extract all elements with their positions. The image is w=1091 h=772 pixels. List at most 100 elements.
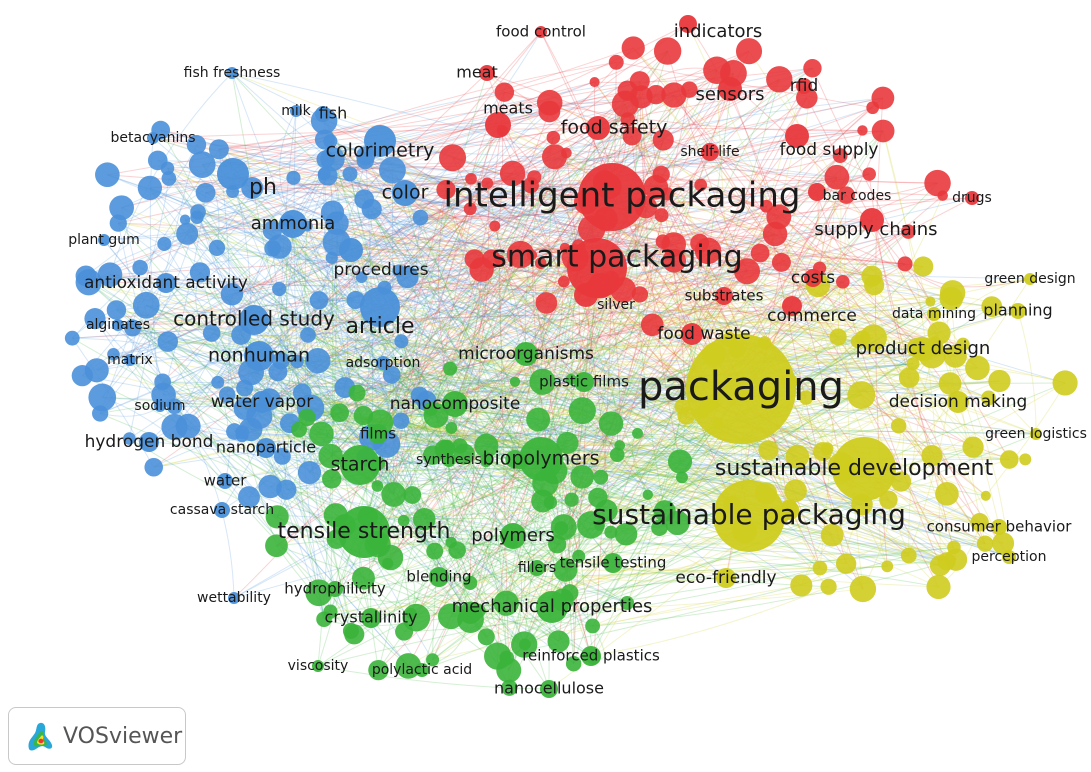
term-label[interactable]: food control bbox=[496, 23, 586, 41]
term-node-adsorption[interactable] bbox=[376, 356, 390, 370]
term-node[interactable] bbox=[465, 172, 477, 185]
term-node[interactable] bbox=[342, 166, 358, 182]
term-node[interactable] bbox=[436, 179, 456, 200]
term-node[interactable] bbox=[175, 413, 201, 439]
term-node[interactable] bbox=[166, 398, 183, 415]
term-node[interactable] bbox=[394, 334, 409, 349]
term-node[interactable] bbox=[480, 456, 492, 468]
term-node[interactable] bbox=[981, 390, 997, 406]
term-node[interactable] bbox=[195, 182, 216, 203]
term-label[interactable]: eco-friendly bbox=[675, 568, 776, 588]
term-node-supply-chains[interactable] bbox=[860, 208, 884, 232]
term-node[interactable] bbox=[300, 327, 316, 343]
term-node[interactable] bbox=[614, 522, 638, 546]
term-node[interactable] bbox=[1019, 453, 1032, 466]
term-node-polymers[interactable] bbox=[500, 523, 526, 549]
term-label[interactable]: cassava starch bbox=[170, 502, 274, 518]
term-node[interactable] bbox=[448, 541, 466, 559]
term-node[interactable] bbox=[320, 200, 345, 224]
term-node[interactable] bbox=[92, 405, 109, 422]
term-node[interactable] bbox=[906, 357, 920, 371]
term-node[interactable] bbox=[608, 54, 624, 70]
term-label[interactable]: nanocomposite bbox=[390, 394, 521, 414]
term-node[interactable] bbox=[317, 165, 338, 186]
term-label[interactable]: polymers bbox=[471, 525, 554, 546]
term-node[interactable] bbox=[992, 532, 1015, 555]
term-node[interactable] bbox=[474, 433, 499, 458]
term-node[interactable] bbox=[208, 239, 226, 256]
term-label[interactable]: article bbox=[345, 314, 414, 339]
term-node[interactable] bbox=[506, 240, 535, 269]
term-label[interactable]: green design bbox=[984, 271, 1075, 287]
term-node[interactable] bbox=[837, 186, 856, 204]
term-node-viscosity[interactable] bbox=[312, 660, 324, 672]
term-label[interactable]: hydrogen bond bbox=[85, 432, 214, 452]
term-node-ammonia[interactable] bbox=[279, 210, 307, 238]
term-node-food-control[interactable] bbox=[535, 26, 547, 38]
term-node[interactable] bbox=[423, 402, 438, 416]
term-node-data-mining[interactable] bbox=[927, 307, 941, 321]
term-node-microorganisms[interactable] bbox=[514, 342, 538, 366]
term-node[interactable] bbox=[405, 607, 417, 619]
term-node-water-vapor[interactable] bbox=[251, 391, 273, 413]
term-node-green-logistics[interactable] bbox=[1030, 428, 1042, 440]
term-label[interactable]: data mining bbox=[892, 306, 976, 322]
term-node[interactable] bbox=[190, 210, 204, 224]
term-label[interactable]: nanocellulose bbox=[494, 679, 604, 698]
term-node[interactable] bbox=[154, 373, 171, 391]
term-node[interactable] bbox=[144, 457, 164, 477]
term-node-planning[interactable] bbox=[1010, 303, 1026, 319]
term-node[interactable] bbox=[95, 162, 120, 188]
term-node[interactable] bbox=[962, 436, 984, 458]
term-node[interactable] bbox=[519, 638, 531, 651]
term-node[interactable] bbox=[505, 449, 524, 469]
term-node[interactable] bbox=[202, 324, 221, 342]
term-node[interactable] bbox=[643, 175, 669, 200]
term-node[interactable] bbox=[469, 257, 494, 282]
term-node[interactable] bbox=[629, 71, 650, 92]
term-node-meat[interactable] bbox=[479, 65, 495, 81]
term-node[interactable] bbox=[443, 361, 458, 376]
term-node[interactable] bbox=[258, 474, 282, 499]
term-label[interactable]: fish freshness bbox=[184, 65, 281, 81]
term-node[interactable] bbox=[546, 130, 561, 145]
term-label[interactable]: procedures bbox=[333, 260, 428, 280]
term-label[interactable]: sustainable packaging bbox=[592, 498, 906, 531]
term-node[interactable] bbox=[937, 552, 956, 571]
term-node-hydrogen-bond[interactable] bbox=[139, 432, 159, 452]
term-node[interactable] bbox=[536, 89, 563, 116]
term-node[interactable] bbox=[857, 125, 868, 136]
term-node[interactable] bbox=[661, 232, 687, 257]
term-node[interactable] bbox=[988, 369, 1011, 393]
term-node-nanocomposite[interactable] bbox=[442, 391, 468, 417]
term-node[interactable] bbox=[265, 505, 289, 529]
term-node[interactable] bbox=[309, 291, 329, 310]
term-node-smart-packaging[interactable] bbox=[567, 238, 627, 298]
term-label[interactable]: food safety bbox=[561, 117, 668, 139]
term-node[interactable] bbox=[352, 566, 375, 590]
term-node-matrix[interactable] bbox=[124, 354, 136, 366]
term-node[interactable] bbox=[272, 281, 287, 297]
term-label[interactable]: drugs bbox=[952, 190, 992, 206]
term-node-perception[interactable] bbox=[1002, 550, 1016, 564]
term-node[interactable] bbox=[557, 275, 570, 288]
term-node[interactable] bbox=[382, 557, 394, 570]
term-node[interactable] bbox=[322, 469, 342, 489]
term-node[interactable] bbox=[653, 37, 682, 65]
term-node[interactable] bbox=[654, 208, 669, 223]
term-label[interactable]: food supply bbox=[780, 140, 879, 160]
term-node[interactable] bbox=[286, 170, 301, 185]
term-node[interactable] bbox=[766, 204, 792, 230]
term-label[interactable]: antioxidant activity bbox=[84, 273, 248, 293]
term-node[interactable] bbox=[218, 386, 236, 404]
term-node-food-waste[interactable] bbox=[681, 323, 703, 345]
term-node[interactable] bbox=[589, 77, 600, 88]
term-node[interactable] bbox=[890, 471, 912, 492]
term-node-fillers[interactable] bbox=[529, 560, 545, 576]
term-label[interactable]: tensile testing bbox=[560, 554, 667, 572]
term-node[interactable] bbox=[651, 519, 668, 537]
term-label[interactable]: rfid bbox=[790, 76, 819, 96]
term-node[interactable] bbox=[526, 407, 551, 432]
term-node-plastic-films[interactable] bbox=[574, 372, 594, 392]
term-node[interactable] bbox=[445, 422, 458, 434]
